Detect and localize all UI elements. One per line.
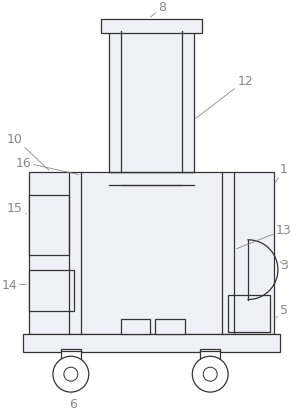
Text: 13: 13 [237, 224, 292, 249]
Text: 3: 3 [280, 259, 288, 271]
Text: 8: 8 [151, 1, 166, 18]
Bar [200, 349, 220, 361]
Bar [101, 20, 202, 33]
Text: 14: 14 [1, 278, 26, 292]
Circle shape [64, 367, 78, 381]
Text: 16: 16 [15, 156, 78, 175]
Bar [29, 270, 74, 312]
Circle shape [53, 356, 89, 392]
Circle shape [192, 356, 228, 392]
Bar [120, 320, 150, 335]
Text: 10: 10 [7, 133, 49, 171]
Text: 6: 6 [69, 392, 77, 410]
Bar [61, 349, 81, 361]
Bar [156, 320, 185, 335]
Bar [29, 195, 69, 255]
Bar [29, 173, 274, 335]
Bar [109, 28, 194, 173]
Text: 5: 5 [276, 303, 288, 318]
Text: 12: 12 [195, 75, 253, 119]
Circle shape [203, 367, 217, 381]
Bar [228, 295, 270, 332]
Bar [23, 335, 280, 352]
Text: 15: 15 [7, 202, 27, 215]
Text: 1: 1 [275, 162, 288, 183]
